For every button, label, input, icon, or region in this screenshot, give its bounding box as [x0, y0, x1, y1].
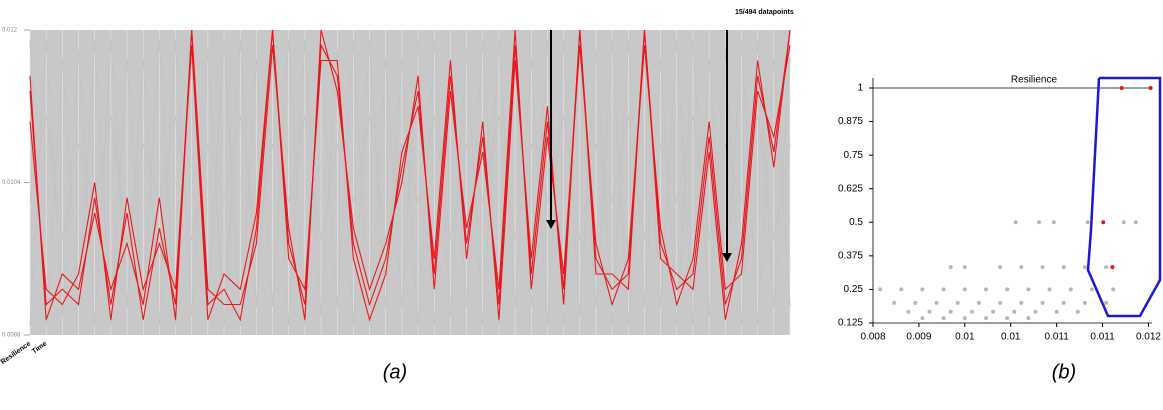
x-tick-label: 0.011 — [1090, 332, 1115, 343]
point — [969, 309, 974, 314]
axis-label: Resilience — [0, 340, 32, 366]
series-line — [29, 29, 791, 322]
point — [1013, 220, 1018, 225]
point — [998, 265, 1003, 270]
point — [948, 309, 953, 314]
point — [1012, 309, 1017, 314]
point — [1019, 265, 1024, 270]
arrow-head — [546, 220, 556, 229]
annotation: 15/494 datapoints — [735, 9, 794, 16]
point — [955, 300, 960, 305]
point — [941, 316, 946, 321]
point — [991, 309, 996, 314]
point — [1005, 287, 1010, 292]
axis-label: Time — [31, 340, 48, 355]
caption: (a) — [383, 361, 407, 383]
point — [962, 287, 967, 292]
point — [941, 287, 946, 292]
series-line — [29, 115, 791, 240]
lasso-selection — [1086, 76, 1162, 318]
point — [1148, 86, 1153, 90]
point — [920, 287, 925, 292]
arrow-head — [722, 253, 732, 262]
scatter-plot: 0.125 0.25 0.375 0.5 0.625 0.75 0.875 1 0.008 0.0… — [838, 78, 1161, 343]
y-tick-label: 0.125 — [838, 318, 863, 329]
point — [948, 265, 953, 270]
point — [1082, 265, 1087, 270]
y-tick-label: 0.75 — [844, 150, 864, 161]
point — [1054, 309, 1059, 314]
point — [1040, 300, 1045, 305]
caption: (b) — [1052, 361, 1076, 383]
point — [1119, 86, 1124, 90]
x-tick-label: 0.012 — [1136, 332, 1161, 343]
y-tick-label: 0.875 — [838, 116, 863, 127]
x-tick-label: 0.009 — [906, 332, 931, 343]
point — [998, 300, 1003, 305]
point — [899, 287, 904, 292]
point — [1075, 309, 1080, 314]
point — [984, 287, 989, 292]
x-tick-label: 0.01 — [1001, 332, 1021, 343]
point — [1036, 220, 1041, 225]
y-tick-label: 0.012 — [2, 28, 18, 34]
point — [920, 316, 925, 321]
point — [892, 300, 897, 305]
chart-title: Resilience — [1011, 75, 1058, 86]
frame — [872, 78, 1152, 324]
point — [934, 300, 939, 305]
point — [984, 316, 989, 321]
point — [1019, 300, 1024, 305]
y-tick-label: 0.0088 — [2, 333, 21, 339]
y-tick-label: 0.0104 — [2, 180, 21, 186]
point — [1026, 287, 1031, 292]
y-tick-label: 0.625 — [838, 183, 863, 194]
point — [1082, 300, 1087, 305]
point — [906, 309, 911, 314]
point — [1051, 220, 1056, 225]
point — [1005, 316, 1010, 321]
x-tick-label: 0.008 — [860, 332, 885, 343]
point — [1040, 265, 1045, 270]
y-tick-label: 0.25 — [844, 284, 864, 295]
point — [1101, 220, 1106, 225]
point — [1085, 220, 1090, 225]
point — [1061, 265, 1066, 270]
point — [962, 316, 967, 321]
point — [976, 300, 981, 305]
y-tick-label: 1 — [857, 83, 863, 94]
point — [1068, 287, 1073, 292]
y-tick-label: 0.375 — [838, 250, 863, 261]
point — [927, 309, 932, 314]
point — [962, 265, 967, 270]
point — [1104, 300, 1109, 305]
point — [1121, 220, 1126, 225]
point — [1026, 316, 1031, 321]
point — [878, 287, 883, 292]
x-tick-label: 0.01 — [955, 332, 975, 343]
point — [1033, 309, 1038, 314]
point — [1133, 220, 1138, 225]
y-tick-label: 0.5 — [849, 217, 863, 228]
point — [1089, 287, 1094, 292]
point — [1047, 287, 1052, 292]
point — [1104, 265, 1109, 270]
point — [1111, 287, 1116, 292]
point — [913, 300, 918, 305]
point — [1061, 300, 1066, 305]
x-tick-label: 0.011 — [1044, 332, 1069, 343]
point — [1110, 265, 1115, 270]
series-line — [29, 39, 791, 326]
